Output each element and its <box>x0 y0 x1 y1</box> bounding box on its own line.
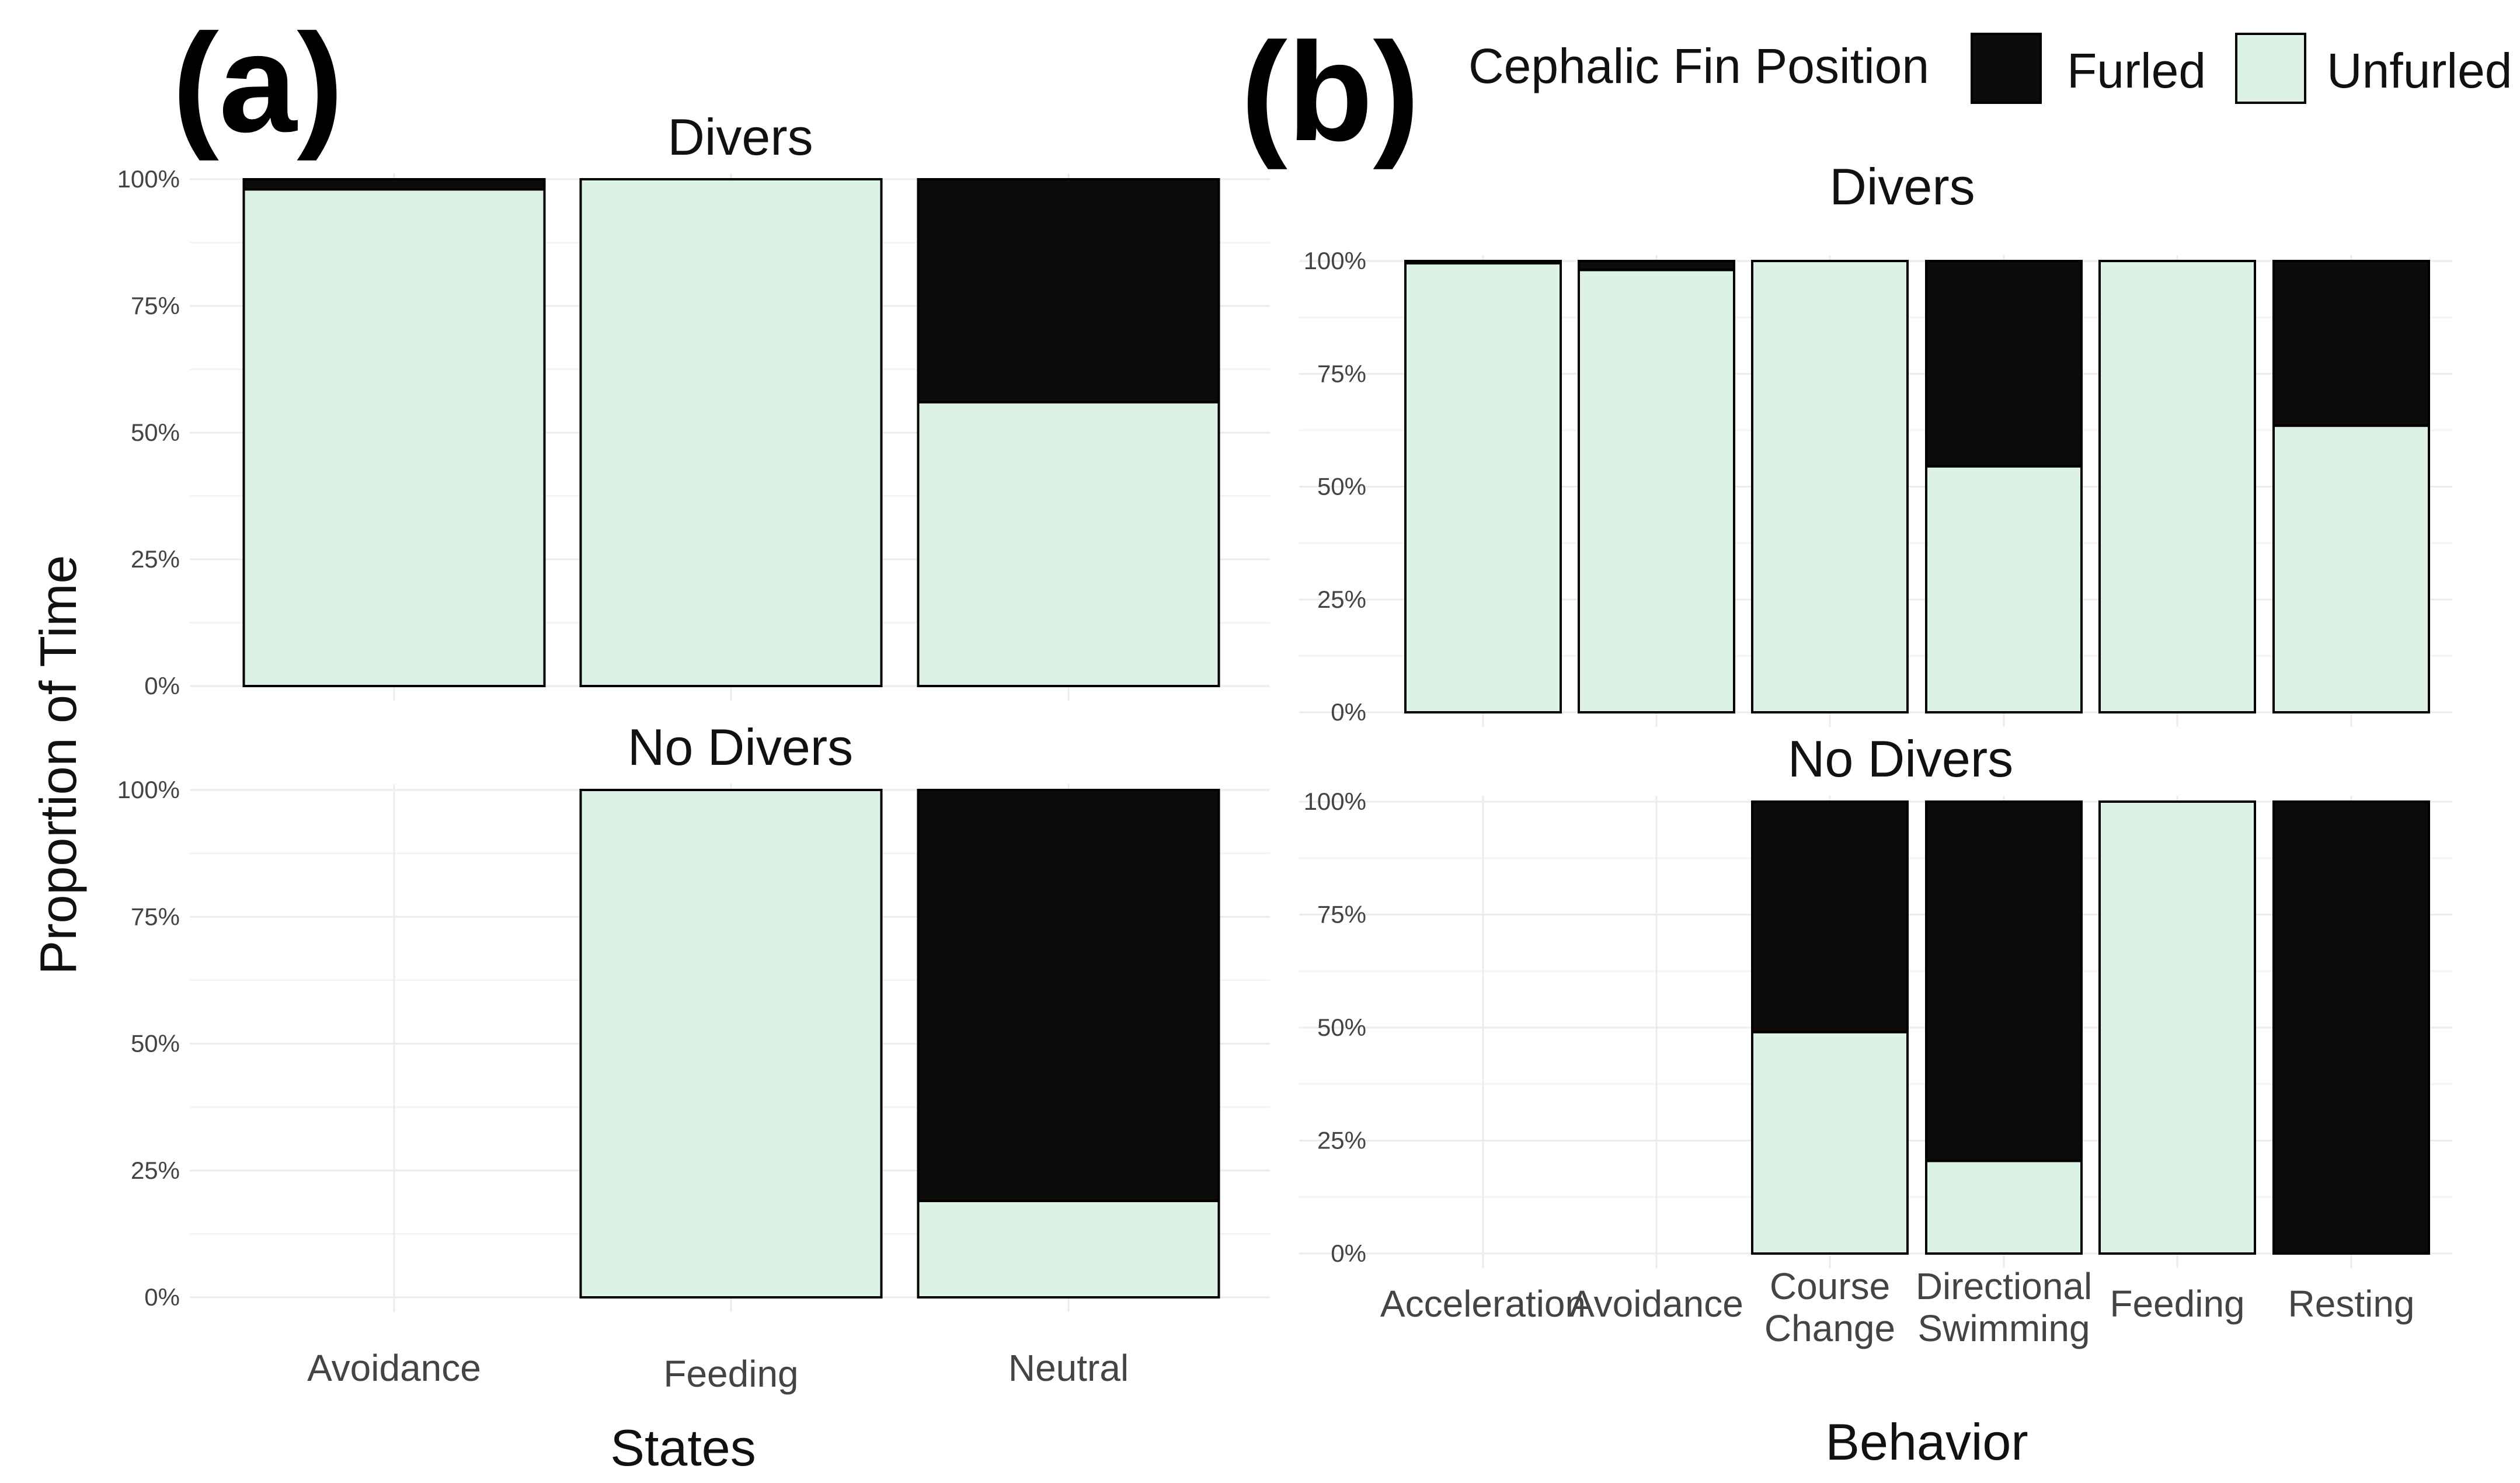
legend-label-furled: Furled <box>2067 43 2206 98</box>
bar-b-no-divers-feeding-unfurled <box>2098 800 2256 1255</box>
bar-a-no-divers-neutral-furled <box>917 789 1220 1202</box>
y-tick-label: 75% <box>1317 360 1366 387</box>
y-tick-label: 50% <box>131 1030 180 1057</box>
panel-a-facet-no-divers: 0% 25% 50% 75% 100% <box>117 776 1270 1312</box>
bar-a-no-divers-neutral-unfurled <box>917 1199 1220 1299</box>
y-tick-label: 100% <box>117 776 180 803</box>
bar-b-no-divers-directional-swimming-unfurled <box>1925 1160 2083 1255</box>
y-tick-label: 25% <box>131 545 180 573</box>
bar-b-divers-course-change-unfurled <box>1751 260 1909 713</box>
y-tick-label: 0% <box>1331 1240 1366 1267</box>
category-label-feeding: Feeding <box>663 1353 798 1395</box>
legend-swatch-furled <box>1971 33 2042 104</box>
y-tick-label: 75% <box>1317 901 1366 928</box>
panel-a-category-labels: Avoidance Feeding Neutral <box>307 1347 1129 1395</box>
y-tick-label: 50% <box>131 419 180 446</box>
bar-b-divers-resting-furled <box>2272 260 2430 427</box>
bar-a-divers-avoidance-furled <box>242 178 546 191</box>
panel-a-facet-divers: 0% 25% 50% 75% 100% <box>117 165 1270 701</box>
y-tick-label: 0% <box>144 1283 180 1311</box>
y-axis-title: Proportion of Time <box>29 555 87 975</box>
panel-a: (a) Divers No Divers 0% 25% 50% 75% 100% 0% 2… <box>29 5 1270 1477</box>
y-tick-label: 50% <box>1317 1014 1366 1041</box>
bar-b-divers-avoidance-furled <box>1578 260 1735 271</box>
category-label-avoidance: Avoidance <box>307 1347 481 1389</box>
legend-title: Cephalic Fin Position <box>1468 39 1929 93</box>
panel-b: (b) Divers No Divers 0% 25% 50% 75% 100% 0% 2… <box>1241 13 2452 1471</box>
panel-b-facet-title-no-divers: No Divers <box>1788 730 2013 788</box>
y-tick-label: 0% <box>144 672 180 699</box>
bar-b-no-divers-course-change-furled <box>1751 800 1909 1033</box>
panel-b-label: (b) <box>1241 13 1419 170</box>
bar-a-divers-feeding-unfurled <box>579 178 883 687</box>
legend-label-unfurled: Unfurled <box>2327 43 2512 98</box>
category-label-course-change: Course Change <box>1764 1265 1895 1349</box>
panel-b-facet-divers: 0% 25% 50% 75% 100% <box>1299 247 2452 727</box>
y-tick-label: 100% <box>1304 247 1366 274</box>
panel-a-facet-title-divers: Divers <box>667 108 813 166</box>
bar-b-divers-directional-swimming-unfurled <box>1925 465 2083 714</box>
category-label-avoidance: Avoidance <box>1569 1283 1743 1325</box>
y-tick-label: 100% <box>117 165 180 193</box>
bar-a-divers-neutral-furled <box>917 178 1220 403</box>
y-tick-label: 0% <box>1331 698 1366 726</box>
bar-b-divers-acceleration-unfurled <box>1404 262 1562 713</box>
y-tick-label: 75% <box>131 292 180 319</box>
category-label-feeding: Feeding <box>2110 1283 2244 1325</box>
bar-b-no-divers-resting-furled <box>2272 800 2430 1255</box>
y-tick-label: 25% <box>131 1157 180 1184</box>
y-tick-label: 100% <box>1304 788 1366 815</box>
bar-b-divers-avoidance-unfurled <box>1578 269 1735 713</box>
bar-b-divers-resting-unfurled <box>2272 424 2430 714</box>
panel-b-x-axis-title: Behavior <box>1825 1413 2028 1471</box>
y-tick-label: 75% <box>131 903 180 930</box>
bar-b-no-divers-course-change-unfurled <box>1751 1031 1909 1255</box>
panel-b-facet-title-divers: Divers <box>1829 158 1975 215</box>
bar-a-divers-avoidance-unfurled <box>242 188 546 687</box>
category-label-neutral: Neutral <box>1008 1347 1129 1389</box>
panel-b-facet-no-divers: 0% 25% 50% 75% 100% <box>1299 788 2452 1268</box>
bar-b-divers-feeding-unfurled <box>2098 260 2256 713</box>
legend: Cephalic Fin Position Furled Unfurled <box>1468 33 2512 104</box>
y-tick-label: 25% <box>1317 586 1366 613</box>
bar-b-divers-acceleration-furled <box>1404 260 1562 264</box>
category-label-acceleration: Acceleration <box>1380 1283 1586 1325</box>
panel-a-label: (a) <box>172 5 343 161</box>
bar-b-divers-directional-swimming-furled <box>1925 260 2083 468</box>
bar-a-divers-neutral-unfurled <box>917 401 1220 687</box>
panel-a-facet-title-no-divers: No Divers <box>628 718 853 776</box>
panel-a-x-axis-title: States <box>610 1419 756 1477</box>
y-tick-label: 50% <box>1317 473 1366 500</box>
legend-swatch-unfurled <box>2235 33 2306 104</box>
bar-b-no-divers-directional-swimming-furled <box>1925 800 2083 1162</box>
bar-a-no-divers-feeding-unfurled <box>579 789 883 1299</box>
category-label-resting: Resting <box>2288 1283 2415 1325</box>
category-label-directional-swimming: Directional Swimming <box>1916 1265 2092 1349</box>
y-tick-label: 25% <box>1317 1127 1366 1154</box>
